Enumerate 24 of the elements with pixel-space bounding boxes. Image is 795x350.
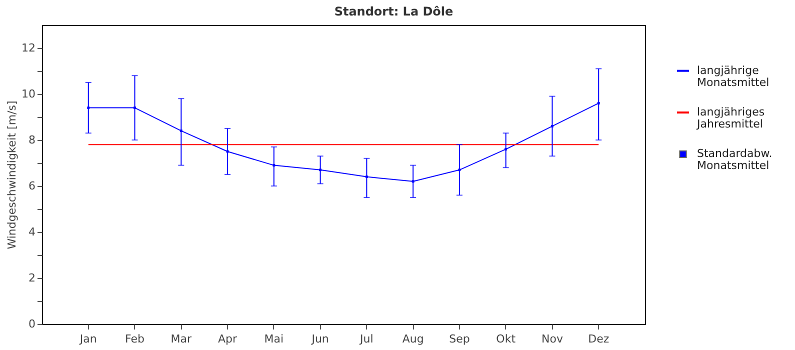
y-tick-label: 8 bbox=[28, 134, 36, 146]
x-tick-label: Sep bbox=[449, 332, 470, 346]
x-tick-label: Dez bbox=[588, 332, 610, 346]
x-tick-label: Nov bbox=[541, 332, 564, 346]
legend-label: langjähriges Jahresmittel bbox=[696, 106, 765, 130]
y-tick-label: 10 bbox=[22, 88, 36, 100]
x-tick-label: Mar bbox=[170, 332, 192, 346]
y-tick-label: 12 bbox=[22, 42, 36, 54]
y-tick-label: 4 bbox=[28, 226, 36, 238]
chart-title: Standort: La Dôle bbox=[334, 4, 454, 18]
x-tick-label: Aug bbox=[402, 332, 424, 346]
x-tick-label: Okt bbox=[496, 332, 516, 346]
y-axis-title: Windgeschwindigkeit [m/s] bbox=[6, 100, 19, 250]
x-tick-label: Apr bbox=[218, 332, 238, 346]
x-tick-label: Jul bbox=[359, 332, 374, 346]
y-tick-label: 0 bbox=[28, 318, 36, 330]
x-tick-label: Jan bbox=[78, 332, 97, 346]
y-tick-label: 6 bbox=[28, 180, 36, 192]
x-tick-label: Feb bbox=[125, 332, 145, 346]
x-tick-label: Jun bbox=[310, 332, 329, 346]
y-tick-label: 2 bbox=[28, 272, 36, 284]
x-tick-label: Mai bbox=[264, 332, 284, 346]
legend-label: Standardabw. Monatsmittel bbox=[697, 147, 772, 172]
legend-label: langjährige Monatsmittel bbox=[697, 64, 770, 89]
